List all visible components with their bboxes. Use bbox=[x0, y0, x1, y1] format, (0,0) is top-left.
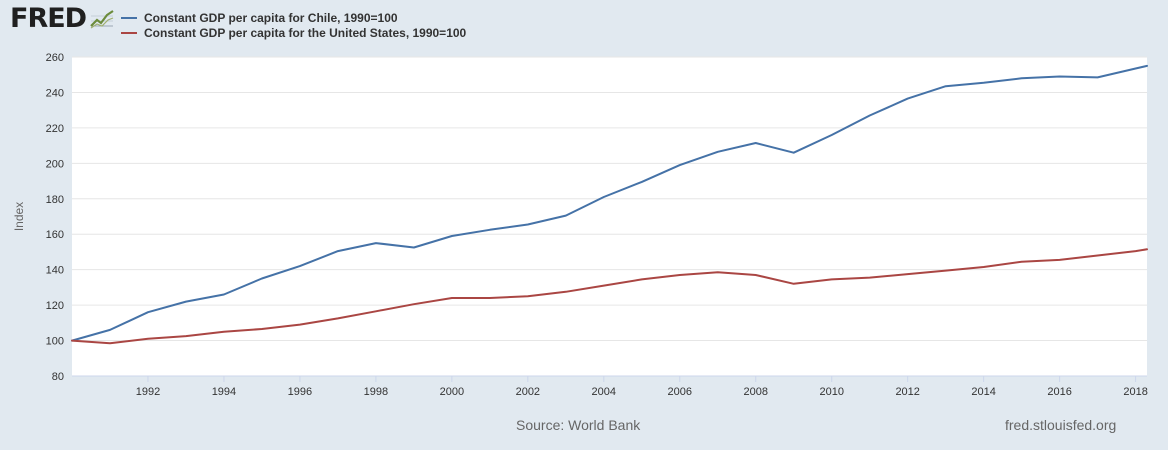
x-tick-label-2010: 2010 bbox=[819, 386, 843, 398]
x-tick-label-2004: 2004 bbox=[592, 386, 616, 398]
x-tick-label-2000: 2000 bbox=[440, 386, 464, 398]
source-note: Source: World Bank bbox=[516, 417, 641, 433]
y-tick-label-100: 100 bbox=[46, 336, 64, 348]
y-tick-label-140: 140 bbox=[46, 265, 64, 277]
legend-swatch-chile bbox=[121, 16, 137, 19]
legend-label-chile: Constant GDP per capita for Chile, 1990=… bbox=[144, 10, 398, 25]
y-axis-label: Index bbox=[12, 202, 26, 231]
x-tick-label-2008: 2008 bbox=[744, 386, 768, 398]
chart-line-icon bbox=[89, 8, 116, 30]
header: FRED Constant GDP per capita for Chile, … bbox=[0, 0, 1168, 50]
site-link[interactable]: fred.stlouisfed.org bbox=[1005, 417, 1117, 433]
y-tick-label-200: 200 bbox=[46, 158, 64, 170]
legend-swatch-us bbox=[121, 31, 137, 34]
legend-label-us: Constant GDP per capita for the United S… bbox=[144, 25, 467, 40]
series-line-chile bbox=[71, 64, 1148, 342]
y-tick-label-220: 220 bbox=[46, 123, 64, 135]
fred-logo[interactable]: FRED bbox=[10, 3, 116, 34]
y-tick-label-180: 180 bbox=[46, 194, 64, 206]
y-tick-label-260: 260 bbox=[46, 52, 64, 64]
legend-item-us[interactable]: Constant GDP per capita for the United S… bbox=[121, 25, 466, 40]
y-tick-label-120: 120 bbox=[46, 300, 64, 312]
x-tick-label-2002: 2002 bbox=[516, 386, 540, 398]
line-chart: 80 100 120 140 160 180 200 220 240 260 1992 1994 199… bbox=[12, 52, 1148, 398]
x-tick-label-2012: 2012 bbox=[895, 386, 919, 398]
x-tick-label-2014: 2014 bbox=[971, 386, 995, 398]
plot-area bbox=[72, 57, 1147, 376]
legend: Constant GDP per capita for Chile, 1990=… bbox=[121, 10, 466, 40]
y-tick-label-80: 80 bbox=[52, 371, 64, 383]
x-tick-label-2006: 2006 bbox=[668, 386, 692, 398]
series-line-us bbox=[71, 248, 1148, 345]
x-tick-label-1998: 1998 bbox=[364, 386, 388, 398]
x-tick-label-2016: 2016 bbox=[1047, 386, 1071, 398]
fred-logo-text: FRED bbox=[10, 3, 87, 34]
x-tick-label-1994: 1994 bbox=[212, 386, 236, 398]
y-tick-label-240: 240 bbox=[46, 87, 64, 99]
series-lines bbox=[71, 64, 1148, 345]
x-tick-label-1992: 1992 bbox=[136, 386, 160, 398]
x-tick-label-1996: 1996 bbox=[288, 386, 312, 398]
axes: 80 100 120 140 160 180 200 220 240 260 1992 1994 199… bbox=[46, 52, 1148, 398]
x-tick-label-2018: 2018 bbox=[1123, 386, 1147, 398]
legend-item-chile[interactable]: Constant GDP per capita for Chile, 1990=… bbox=[121, 10, 466, 25]
y-tick-label-160: 160 bbox=[46, 229, 64, 241]
